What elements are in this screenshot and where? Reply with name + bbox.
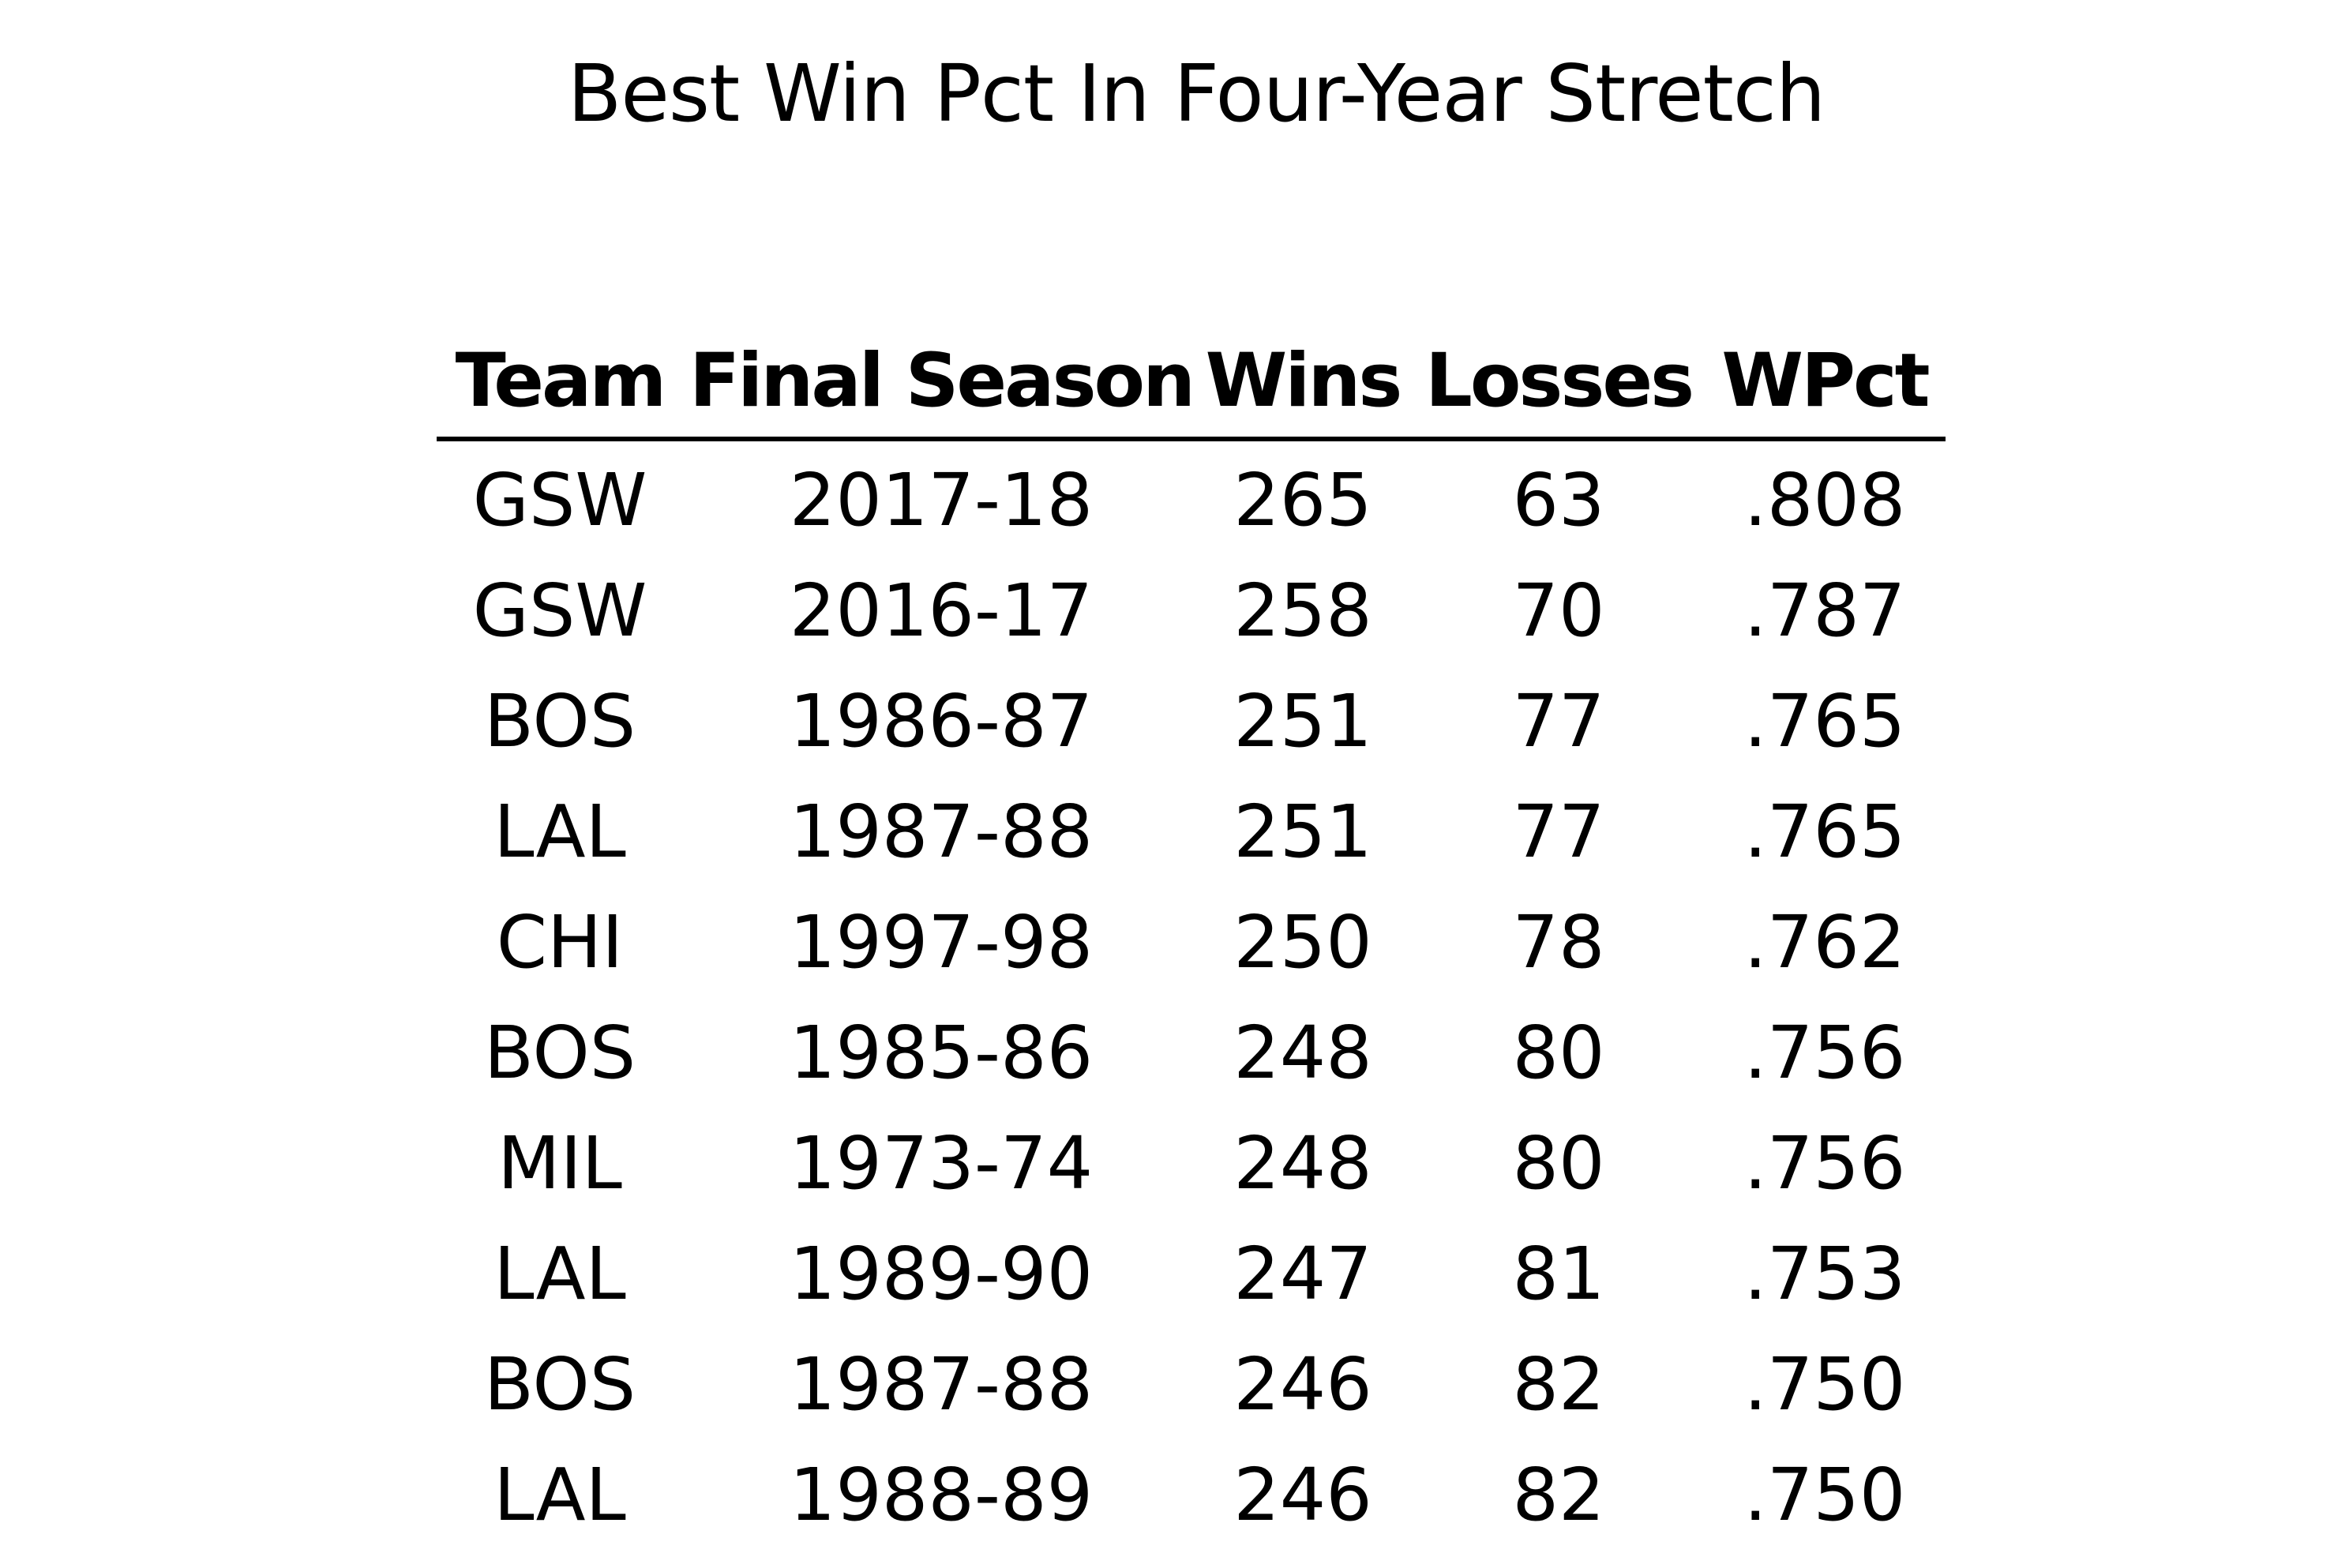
- table-cell: 1988-89: [789, 1453, 1094, 1537]
- table-cell: 246: [1233, 1342, 1372, 1427]
- table-cell: 258: [1233, 568, 1372, 653]
- table-cell: 2017-18: [789, 458, 1094, 542]
- table-cell: 246: [1233, 1453, 1372, 1537]
- table-cell: 82: [1512, 1453, 1605, 1537]
- table-cell: MIL: [497, 1121, 622, 1206]
- table-cell: 78: [1512, 900, 1605, 985]
- table-cell: 251: [1233, 790, 1372, 874]
- table-row: BOS 1985-86 248 80 .756: [0, 1011, 2349, 1121]
- table-cell: .787: [1743, 568, 1906, 653]
- table-cell: 1989-90: [789, 1232, 1094, 1316]
- table-cell: 1997-98: [789, 900, 1094, 985]
- table-cell: 70: [1512, 568, 1605, 653]
- table-cell: 1987-88: [789, 1342, 1094, 1427]
- table-cell: BOS: [483, 679, 636, 763]
- table-cell: 80: [1512, 1121, 1605, 1206]
- table-cell: 1985-86: [789, 1011, 1094, 1095]
- table-row: LAL 1987-88 251 77 .765: [0, 790, 2349, 900]
- table-cell: 81: [1512, 1232, 1605, 1316]
- table-cell: LAL: [493, 1453, 626, 1537]
- table-row: LAL 1989-90 247 81 .753: [0, 1232, 2349, 1342]
- table-cell: BOS: [483, 1342, 636, 1427]
- table-cell: 248: [1233, 1121, 1372, 1206]
- table-cell: 1987-88: [789, 790, 1094, 874]
- table-row: MIL 1973-74 248 80 .756: [0, 1121, 2349, 1232]
- table-cell: .756: [1743, 1121, 1906, 1206]
- table-cell: .753: [1743, 1232, 1906, 1316]
- table-cell: 77: [1512, 679, 1605, 763]
- table-cell: 265: [1233, 458, 1372, 542]
- table-cell: .750: [1743, 1342, 1906, 1427]
- table-cell: 251: [1233, 679, 1372, 763]
- table-cell: GSW: [472, 568, 647, 653]
- table-cell: 80: [1512, 1011, 1605, 1095]
- header-divider: [437, 437, 1946, 441]
- table-cell: .765: [1743, 790, 1906, 874]
- table-cell: .750: [1743, 1453, 1906, 1537]
- table-cell: .765: [1743, 679, 1906, 763]
- table-row: LAL 1988-89 246 82 .750: [0, 1453, 2349, 1563]
- table-cell: BOS: [483, 1011, 636, 1095]
- table-row: BOS 1986-87 251 77 .765: [0, 679, 2349, 790]
- table-cell: 247: [1233, 1232, 1372, 1316]
- table-cell: LAL: [493, 1232, 626, 1316]
- table-row: GSW 2017-18 265 63 .808: [0, 458, 2349, 568]
- column-header: Losses: [1424, 338, 1694, 424]
- column-header: WPct: [1721, 338, 1930, 424]
- table-cell: 250: [1233, 900, 1372, 985]
- column-header: Final Season: [689, 338, 1195, 424]
- table-cell: LAL: [493, 790, 626, 874]
- table-row: CHI 1997-98 250 78 .762: [0, 900, 2349, 1011]
- table-cell: .808: [1743, 458, 1906, 542]
- table-cell: CHI: [496, 900, 624, 985]
- column-header: Wins: [1205, 338, 1403, 424]
- table-row: GSW 2016-17 258 70 .787: [0, 568, 2349, 679]
- table-cell: GSW: [472, 458, 647, 542]
- column-header: Team: [455, 338, 667, 424]
- table-cell: .762: [1743, 900, 1906, 985]
- table-cell: 1986-87: [789, 679, 1094, 763]
- table-cell: 82: [1512, 1342, 1605, 1427]
- table-cell: 1973-74: [789, 1121, 1094, 1206]
- table-cell: 248: [1233, 1011, 1372, 1095]
- table-cell: .756: [1743, 1011, 1906, 1095]
- table-cell: 77: [1512, 790, 1605, 874]
- table-cell: 2016-17: [789, 568, 1094, 653]
- table-row: BOS 1987-88 246 82 .750: [0, 1342, 2349, 1453]
- table-cell: 63: [1512, 458, 1605, 542]
- table-title: Best Win Pct In Four-Year Stretch: [567, 47, 1826, 140]
